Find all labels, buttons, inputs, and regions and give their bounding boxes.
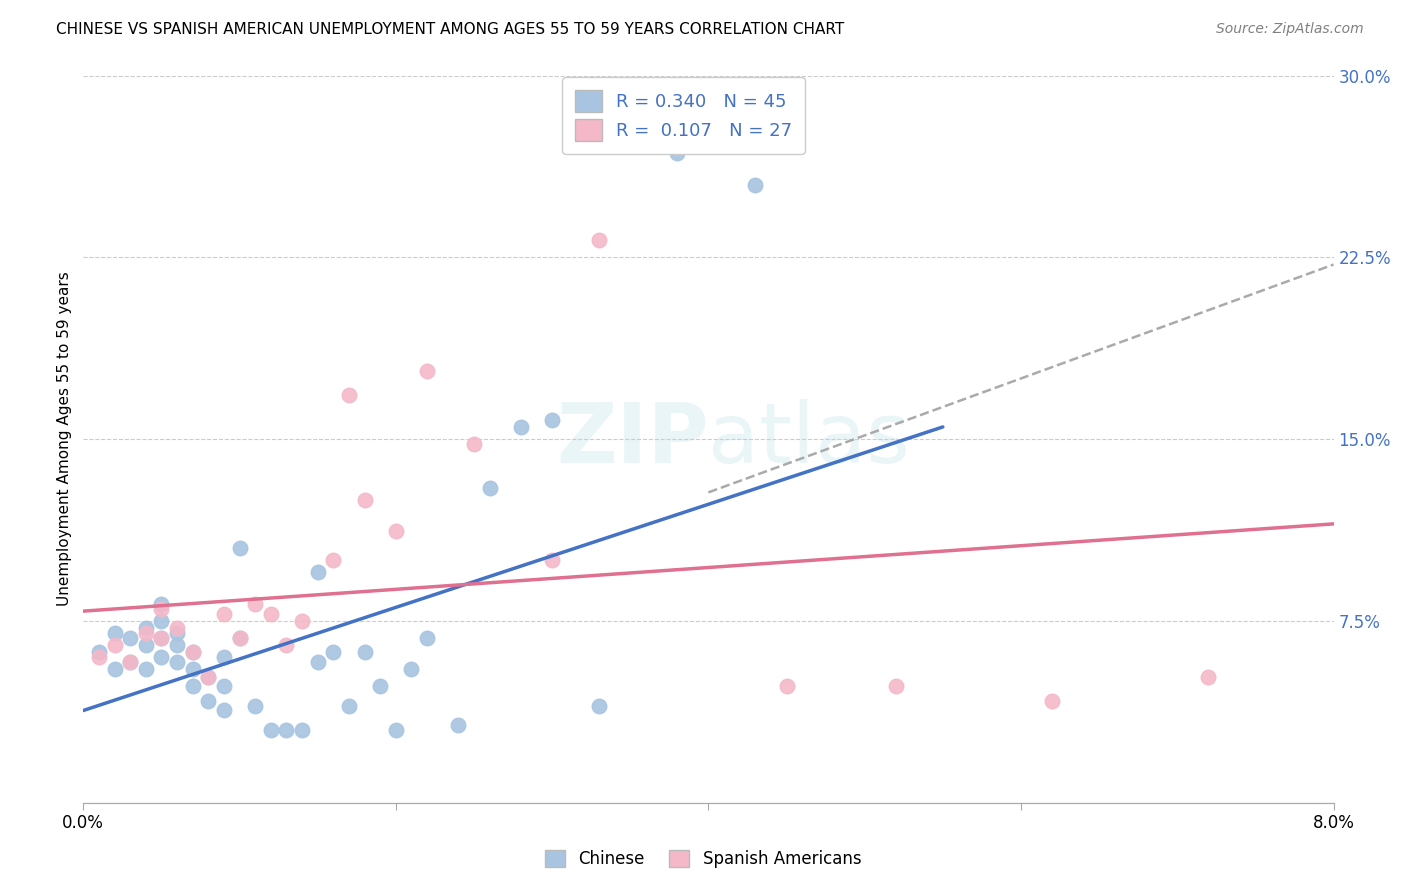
Point — [541, 553, 564, 567]
Point — [212, 607, 235, 621]
Point — [150, 631, 173, 645]
Point — [166, 626, 188, 640]
Point — [212, 650, 235, 665]
Text: Source: ZipAtlas.com: Source: ZipAtlas.com — [1216, 22, 1364, 37]
Y-axis label: Unemployment Among Ages 55 to 59 years: Unemployment Among Ages 55 to 59 years — [58, 272, 72, 607]
Point — [260, 607, 283, 621]
Text: atlas: atlas — [709, 399, 910, 480]
Point — [212, 704, 235, 718]
Point — [1198, 669, 1220, 683]
Point — [150, 601, 173, 615]
Point — [135, 626, 157, 640]
Point — [135, 662, 157, 676]
Point — [245, 597, 267, 611]
Point — [447, 718, 470, 732]
Point — [181, 645, 204, 659]
Point — [775, 679, 797, 693]
Point — [322, 553, 344, 567]
Point — [135, 621, 157, 635]
Point — [228, 631, 250, 645]
Point — [478, 481, 501, 495]
Point — [291, 723, 314, 737]
Point — [307, 566, 329, 580]
Point — [120, 655, 142, 669]
Point — [588, 233, 610, 247]
Point — [260, 723, 283, 737]
Point — [744, 178, 766, 192]
Point — [181, 645, 204, 659]
Point — [120, 631, 142, 645]
Point — [181, 662, 204, 676]
Point — [181, 679, 204, 693]
Point — [509, 420, 531, 434]
Point — [245, 698, 267, 713]
Point — [87, 645, 110, 659]
Point — [353, 492, 375, 507]
Point — [337, 388, 360, 402]
Point — [228, 631, 250, 645]
Point — [197, 669, 219, 683]
Point — [401, 662, 423, 676]
Point — [150, 597, 173, 611]
Point — [541, 412, 564, 426]
Point — [197, 694, 219, 708]
Point — [103, 638, 125, 652]
Point — [276, 638, 298, 652]
Point — [228, 541, 250, 555]
Text: CHINESE VS SPANISH AMERICAN UNEMPLOYMENT AMONG AGES 55 TO 59 YEARS CORRELATION C: CHINESE VS SPANISH AMERICAN UNEMPLOYMENT… — [56, 22, 845, 37]
Point — [166, 638, 188, 652]
Point — [666, 146, 689, 161]
Point — [150, 650, 173, 665]
Point — [166, 655, 188, 669]
Point — [884, 679, 907, 693]
Point — [87, 650, 110, 665]
Point — [588, 698, 610, 713]
Point — [416, 364, 439, 378]
Point — [166, 621, 188, 635]
Point — [150, 614, 173, 628]
Legend: Chinese, Spanish Americans: Chinese, Spanish Americans — [538, 843, 868, 875]
Point — [103, 626, 125, 640]
Point — [135, 638, 157, 652]
Text: ZIP: ZIP — [555, 399, 709, 480]
Point — [103, 662, 125, 676]
Point — [276, 723, 298, 737]
Point — [337, 698, 360, 713]
Point — [1040, 694, 1063, 708]
Point — [368, 679, 391, 693]
Point — [120, 655, 142, 669]
Point — [322, 645, 344, 659]
Point — [197, 669, 219, 683]
Point — [150, 631, 173, 645]
Point — [212, 679, 235, 693]
Point — [291, 614, 314, 628]
Point — [385, 723, 408, 737]
Point — [463, 437, 485, 451]
Legend: R = 0.340   N = 45, R =  0.107   N = 27: R = 0.340 N = 45, R = 0.107 N = 27 — [562, 78, 804, 153]
Point — [416, 631, 439, 645]
Point — [385, 524, 408, 538]
Point — [307, 655, 329, 669]
Point — [353, 645, 375, 659]
